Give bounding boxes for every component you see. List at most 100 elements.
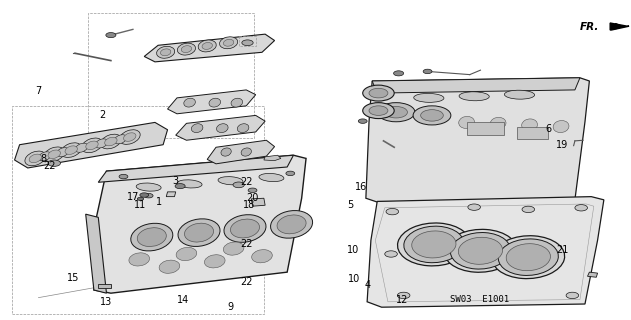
Circle shape xyxy=(242,40,253,46)
Ellipse shape xyxy=(184,98,196,107)
Ellipse shape xyxy=(119,130,140,144)
Circle shape xyxy=(233,182,244,188)
Ellipse shape xyxy=(65,146,78,154)
Ellipse shape xyxy=(459,92,489,101)
Bar xyxy=(12,107,264,314)
Ellipse shape xyxy=(181,46,192,52)
Polygon shape xyxy=(264,155,281,161)
Circle shape xyxy=(398,292,410,299)
Text: 21: 21 xyxy=(556,245,569,255)
Ellipse shape xyxy=(414,93,444,102)
Bar xyxy=(517,127,548,139)
Polygon shape xyxy=(168,90,256,114)
Text: 7: 7 xyxy=(35,85,42,96)
Ellipse shape xyxy=(178,219,220,246)
Text: 10: 10 xyxy=(348,274,361,284)
Ellipse shape xyxy=(221,148,231,156)
Circle shape xyxy=(140,193,149,197)
Polygon shape xyxy=(610,23,629,30)
Ellipse shape xyxy=(216,124,228,132)
Ellipse shape xyxy=(506,244,550,271)
Ellipse shape xyxy=(412,231,456,258)
Text: 22: 22 xyxy=(240,177,252,187)
Circle shape xyxy=(385,107,408,118)
Ellipse shape xyxy=(223,242,244,255)
Polygon shape xyxy=(86,214,107,293)
Polygon shape xyxy=(98,155,293,182)
Ellipse shape xyxy=(100,134,121,149)
Ellipse shape xyxy=(498,239,558,276)
Ellipse shape xyxy=(237,124,249,132)
Ellipse shape xyxy=(204,255,225,268)
Ellipse shape xyxy=(124,133,136,141)
Polygon shape xyxy=(98,284,111,288)
Text: 17: 17 xyxy=(127,192,139,202)
Polygon shape xyxy=(366,78,589,202)
Ellipse shape xyxy=(75,143,88,152)
Ellipse shape xyxy=(223,39,234,46)
Ellipse shape xyxy=(458,237,503,264)
Circle shape xyxy=(119,174,128,179)
Ellipse shape xyxy=(492,236,565,279)
Ellipse shape xyxy=(95,139,108,148)
Ellipse shape xyxy=(231,98,242,107)
Ellipse shape xyxy=(553,121,569,132)
Text: 16: 16 xyxy=(355,182,367,192)
Polygon shape xyxy=(207,140,274,164)
Polygon shape xyxy=(15,123,168,168)
Circle shape xyxy=(385,251,398,257)
Ellipse shape xyxy=(44,147,64,162)
Circle shape xyxy=(248,188,257,193)
Ellipse shape xyxy=(159,260,180,273)
Text: 5: 5 xyxy=(347,200,353,210)
Ellipse shape xyxy=(177,180,202,188)
Ellipse shape xyxy=(230,219,259,238)
Text: FR.: FR. xyxy=(579,22,599,32)
Polygon shape xyxy=(144,34,274,62)
Circle shape xyxy=(286,171,295,176)
Ellipse shape xyxy=(459,116,475,128)
Ellipse shape xyxy=(156,46,175,58)
Circle shape xyxy=(363,85,394,101)
Circle shape xyxy=(386,208,399,215)
Text: 22: 22 xyxy=(44,161,56,172)
Ellipse shape xyxy=(25,151,46,166)
Text: 2: 2 xyxy=(100,110,106,120)
Ellipse shape xyxy=(138,228,167,246)
Ellipse shape xyxy=(29,154,42,163)
Ellipse shape xyxy=(56,148,69,157)
Ellipse shape xyxy=(81,138,102,153)
Bar xyxy=(88,13,254,138)
Circle shape xyxy=(48,160,61,166)
Ellipse shape xyxy=(209,98,221,107)
Circle shape xyxy=(575,204,587,211)
Ellipse shape xyxy=(38,152,51,161)
Circle shape xyxy=(423,69,432,74)
Ellipse shape xyxy=(129,253,150,266)
Polygon shape xyxy=(94,155,306,293)
Ellipse shape xyxy=(177,43,196,55)
Circle shape xyxy=(363,103,394,119)
Ellipse shape xyxy=(490,117,506,129)
Polygon shape xyxy=(587,272,598,277)
Circle shape xyxy=(566,292,579,299)
Text: 9: 9 xyxy=(227,302,233,312)
Circle shape xyxy=(522,206,534,212)
Circle shape xyxy=(369,88,388,98)
Ellipse shape xyxy=(224,215,266,242)
Polygon shape xyxy=(372,78,580,93)
Ellipse shape xyxy=(136,183,161,191)
Ellipse shape xyxy=(131,223,173,251)
Text: 18: 18 xyxy=(244,200,256,210)
Ellipse shape xyxy=(176,247,197,260)
Text: 10: 10 xyxy=(347,245,360,255)
Ellipse shape xyxy=(404,226,464,263)
Ellipse shape xyxy=(451,233,510,269)
Circle shape xyxy=(144,194,153,198)
Ellipse shape xyxy=(522,119,538,131)
Polygon shape xyxy=(367,197,604,307)
Ellipse shape xyxy=(271,211,312,238)
Ellipse shape xyxy=(277,215,306,234)
Ellipse shape xyxy=(160,49,171,56)
Ellipse shape xyxy=(86,141,98,150)
